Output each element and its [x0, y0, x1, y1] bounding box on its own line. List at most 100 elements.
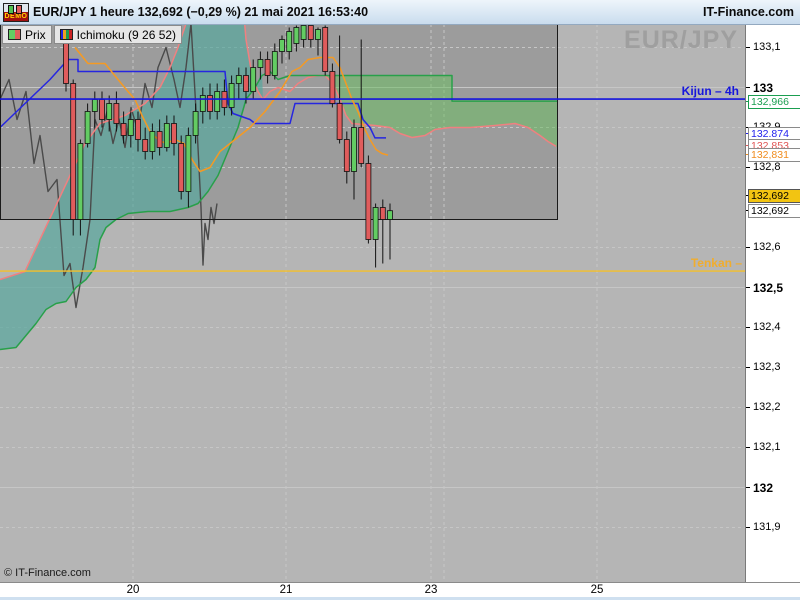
candle-up	[84, 111, 91, 144]
time-tick-label: 25	[590, 584, 604, 596]
candle-down	[135, 119, 141, 140]
price-tick-label: 133,1	[753, 40, 781, 53]
legend-price-label: Prix	[25, 27, 46, 42]
price-tick-mark	[746, 327, 750, 328]
candle-down	[379, 207, 386, 220]
price-tick-label: 131,9	[753, 520, 781, 533]
candle-down	[329, 71, 336, 104]
price-tick-mark	[746, 47, 750, 48]
candle-up	[315, 29, 321, 40]
candle-down	[264, 59, 271, 76]
price-tick-mark	[746, 87, 750, 88]
candle-up	[77, 143, 84, 220]
price-value-box: 132,831	[748, 148, 800, 162]
legend-ichimoku-label: Ichimoku (9 26 52)	[76, 27, 177, 42]
demo-badge-candles-icon	[4, 3, 28, 14]
candle-down	[120, 123, 127, 136]
price-tick-label: 132,1	[753, 440, 781, 453]
price-tick-label: 132	[753, 480, 774, 495]
candle-up	[127, 119, 134, 136]
candle-up	[185, 135, 192, 192]
candle-up	[387, 210, 393, 220]
legend-ichimoku-chip[interactable]: Ichimoku (9 26 52)	[53, 25, 183, 44]
copyright-text: © IT-Finance.com	[4, 567, 91, 579]
kijun-4h-level-label: Kijun – 4h	[682, 84, 739, 98]
price-chart-canvas[interactable]: Kijun – 4h Tenkan – J	[0, 0, 745, 582]
chart-title: EUR/JPY 1 heure 132,692 (−0,29 %) 21 mai…	[33, 5, 369, 19]
price-tick-label: 132,5	[753, 280, 784, 295]
candle-down	[365, 163, 372, 240]
candle-down	[207, 95, 213, 112]
price-axis[interactable]: 133,1133132,9132,8132,6132,5132,4132,313…	[745, 24, 800, 582]
candle-down	[142, 139, 149, 152]
price-value-box: 132,966	[748, 95, 800, 109]
price-tick-mark	[746, 167, 750, 168]
legend-row: Prix Ichimoku (9 26 52)	[2, 25, 183, 44]
mini-candle-down-icon	[16, 4, 22, 14]
candle-up	[271, 51, 278, 76]
senkou-cloud-green	[302, 75, 558, 148]
candle-up	[228, 83, 235, 108]
candle-down	[336, 103, 343, 140]
price-tick-mark	[746, 487, 750, 488]
price-value-box: 132,692	[748, 204, 800, 218]
demo-badge[interactable]: DEMO	[3, 2, 29, 22]
price-tick-mark	[746, 527, 750, 528]
candle-down	[343, 139, 350, 172]
candle-up	[250, 67, 257, 92]
candles	[63, 25, 393, 268]
time-tick-label: 21	[279, 584, 293, 596]
price-tick-label: 132,6	[753, 240, 781, 253]
price-tick-mark	[746, 407, 750, 408]
price-series-icon	[8, 29, 21, 40]
candle-up	[192, 111, 199, 136]
candle-down	[358, 127, 365, 164]
brand-text: IT-Finance.com	[703, 5, 794, 19]
time-tick-label: 23	[424, 584, 438, 596]
candle-up	[149, 131, 156, 152]
gridlines	[0, 24, 745, 582]
price-tick-label: 132,3	[753, 360, 781, 373]
candle-up	[199, 95, 206, 112]
candle-up	[163, 123, 170, 148]
candle-up	[257, 59, 264, 68]
title-bar: DEMO EUR/JPY 1 heure 132,692 (−0,29 %) 2…	[0, 0, 800, 25]
plot-area[interactable]: Kijun – 4h Tenkan – J	[0, 0, 745, 582]
candle-up	[286, 31, 293, 52]
time-axis[interactable]: 20 21 23 25	[0, 582, 800, 600]
price-tick-label: 133	[753, 80, 774, 95]
candle-down	[156, 131, 163, 148]
ichimoku-indicator-icon	[59, 29, 73, 40]
candle-up	[106, 103, 113, 120]
candle-up	[293, 27, 300, 44]
candle-down	[178, 143, 185, 192]
candle-down	[171, 123, 177, 144]
demo-badge-label: DEMO	[4, 11, 28, 21]
price-value-box: 132,692	[748, 189, 800, 203]
candle-down	[63, 43, 69, 84]
price-tick-label: 132,4	[753, 320, 781, 333]
price-tick-mark	[746, 447, 750, 448]
candle-up	[235, 75, 242, 84]
price-tick-label: 132,2	[753, 400, 781, 413]
time-tick-label: 20	[126, 584, 140, 596]
candle-down	[70, 83, 77, 220]
legend-price-chip[interactable]: Prix	[2, 25, 52, 44]
candle-down	[113, 103, 120, 124]
tenkan-j-level-label: Tenkan – J	[691, 256, 745, 270]
instrument-watermark: EUR/JPY	[624, 26, 738, 54]
tenkan-line	[74, 47, 389, 173]
price-tick-mark	[746, 247, 750, 248]
price-tick-mark	[746, 287, 750, 288]
candle-down	[243, 75, 249, 92]
candle-down	[307, 25, 314, 40]
senkou-cloud-teal	[0, 24, 263, 350]
candle-up	[372, 207, 379, 240]
chikou-line	[0, 24, 218, 309]
candle-up	[279, 39, 285, 52]
candle-up	[300, 25, 307, 40]
candle-up	[351, 127, 357, 172]
candle-down	[322, 27, 329, 72]
price-tick-label: 132,8	[753, 160, 781, 173]
